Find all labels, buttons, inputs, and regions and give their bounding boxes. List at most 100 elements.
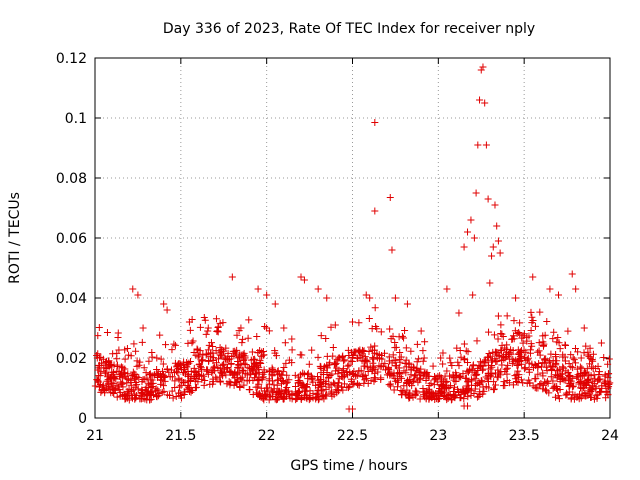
data-point [450, 383, 458, 391]
data-point [204, 346, 212, 354]
data-point [398, 332, 406, 340]
data-point [104, 373, 112, 381]
data-point [103, 377, 111, 385]
data-point [275, 394, 283, 402]
data-point [514, 367, 522, 375]
data-point [578, 364, 586, 372]
data-point [446, 354, 454, 362]
data-point [120, 369, 128, 377]
data-point [512, 294, 520, 302]
data-point [328, 370, 336, 378]
data-point [103, 329, 111, 337]
data-point [461, 387, 469, 395]
data-point [113, 393, 121, 401]
data-point [540, 356, 548, 364]
data-point [594, 362, 602, 370]
data-point [391, 339, 399, 347]
data-point [398, 391, 406, 399]
data-point [138, 392, 146, 400]
data-point [197, 357, 205, 365]
data-point [497, 346, 505, 354]
data-point [388, 246, 396, 254]
data-point [299, 369, 307, 377]
data-point [393, 369, 401, 377]
data-point [257, 384, 265, 392]
data-point [270, 381, 278, 389]
data-point [391, 294, 399, 302]
data-point [542, 355, 550, 363]
data-point [516, 330, 524, 338]
data-point [500, 378, 508, 386]
data-point [518, 360, 526, 368]
data-point [397, 387, 405, 395]
data-point [186, 326, 194, 334]
data-point [109, 380, 117, 388]
data-point [124, 389, 132, 397]
data-point [113, 355, 121, 363]
data-point [541, 386, 549, 394]
data-point [484, 354, 492, 362]
data-point [212, 315, 220, 323]
data-point [152, 385, 160, 393]
data-point [470, 234, 478, 242]
data-point [308, 346, 316, 354]
data-point [354, 354, 362, 362]
data-point [158, 388, 166, 396]
data-point [114, 333, 122, 341]
data-point [156, 331, 164, 339]
data-point [400, 367, 408, 375]
data-point [527, 308, 535, 316]
data-point [185, 359, 193, 367]
data-point [502, 365, 510, 373]
data-point [577, 354, 585, 362]
data-point [168, 387, 176, 395]
data-point [443, 367, 451, 375]
data-point [300, 276, 308, 284]
data-point [521, 365, 529, 373]
data-point [216, 319, 224, 327]
data-point [528, 342, 536, 350]
data-point [317, 332, 325, 340]
data-point [574, 371, 582, 379]
data-point [323, 352, 331, 360]
data-point [261, 322, 269, 330]
data-point [190, 348, 198, 356]
data-point [605, 383, 613, 391]
data-point [111, 374, 119, 382]
data-point [531, 322, 539, 330]
data-point [213, 327, 221, 335]
data-point [214, 355, 222, 363]
data-point [483, 375, 491, 383]
data-point [416, 374, 424, 382]
data-point [163, 365, 171, 373]
data-point [314, 285, 322, 293]
data-point [595, 371, 603, 379]
data-point [133, 373, 141, 381]
data-point [244, 334, 252, 342]
data-point [200, 314, 208, 322]
data-point [605, 370, 613, 378]
data-point [331, 359, 339, 367]
data-point [436, 372, 444, 380]
data-point [188, 339, 196, 347]
data-point [554, 334, 562, 342]
data-point [204, 324, 212, 332]
data-point [465, 378, 473, 386]
data-point [440, 392, 448, 400]
data-point [129, 285, 137, 293]
data-point [196, 323, 204, 331]
data-point [503, 312, 511, 320]
data-point [392, 377, 400, 385]
x-axis-label: GPS time / hours [290, 458, 407, 474]
data-point [377, 374, 385, 382]
chart-title: Day 336 of 2023, Rate Of TEC Index for r… [163, 21, 535, 37]
data-point [322, 392, 330, 400]
data-point [219, 347, 227, 355]
data-point [240, 359, 248, 367]
data-point [325, 373, 333, 381]
data-point [181, 379, 189, 387]
data-point [588, 356, 596, 364]
data-point [553, 374, 561, 382]
data-point [513, 378, 521, 386]
data-point [514, 373, 522, 381]
